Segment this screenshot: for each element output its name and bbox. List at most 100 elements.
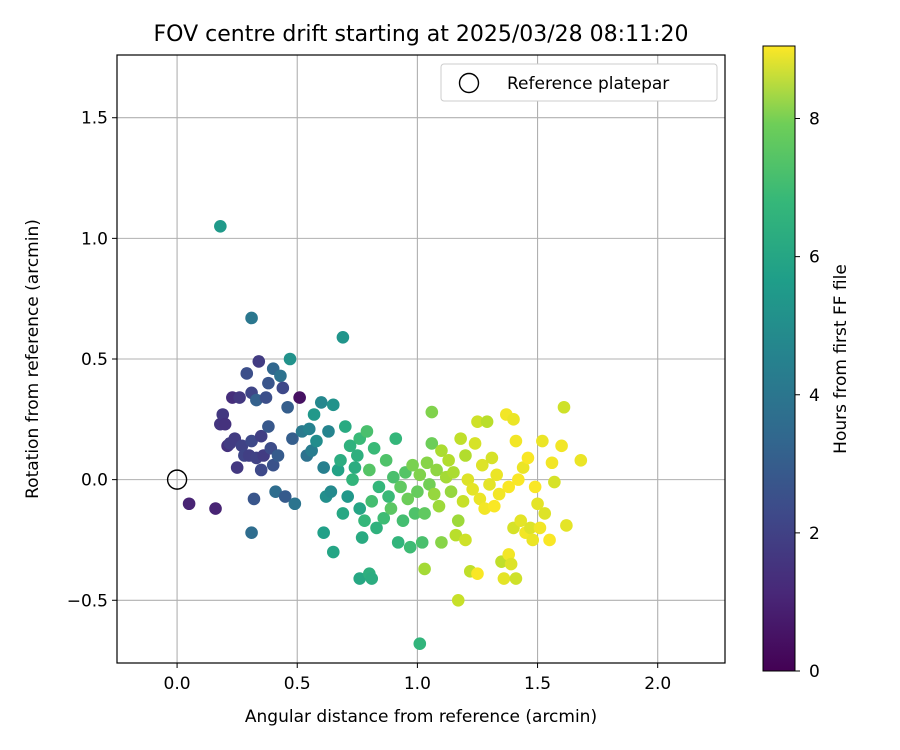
colorbar-tick-label: 6 [809, 248, 820, 268]
scatter-point [560, 519, 573, 532]
scatter-point [245, 311, 258, 325]
scatter-point [293, 391, 306, 404]
scatter-point [326, 545, 340, 559]
scatter-point [209, 502, 222, 515]
scatter-point [509, 572, 523, 585]
scatter-point [483, 478, 496, 491]
scatter-point [485, 451, 499, 465]
scatter-point [358, 514, 371, 527]
scatter-point [492, 487, 506, 501]
scatter-point [526, 533, 540, 547]
scatter-point [259, 391, 273, 404]
scatter-point [401, 492, 415, 506]
scatter-point [478, 502, 491, 515]
scatter-point [336, 330, 350, 344]
scatter-point [372, 480, 386, 494]
scatter-point [245, 526, 258, 540]
scatter-point [459, 533, 472, 547]
scatter-point [507, 413, 520, 426]
grid-lines [117, 55, 725, 663]
scatter-point [302, 422, 316, 436]
scatter-point [512, 473, 525, 486]
scatter-point [411, 485, 424, 498]
scatter-point [331, 463, 345, 477]
scatter-point [305, 444, 318, 457]
scatter-point [389, 432, 403, 445]
scatter-point [247, 492, 261, 506]
scatter-point [269, 485, 282, 498]
scatter-point [377, 511, 391, 525]
scatter-point [533, 521, 547, 535]
scatter-point [351, 449, 364, 462]
scatter-point [281, 400, 294, 414]
scatter-point [339, 420, 352, 433]
scatter-point [317, 461, 330, 474]
scatter-point [427, 487, 441, 501]
scatter-point [466, 482, 479, 496]
y-axis-ticks: −0.5 0.0 0.5 1.0 1.5 [67, 109, 117, 611]
scatter-point [451, 593, 465, 607]
scatter-point [360, 425, 374, 438]
y-tick-label: 1.5 [81, 109, 108, 129]
scatter-point [480, 415, 494, 429]
colorbar-tick-label: 0 [809, 662, 820, 682]
scatter-point [502, 548, 516, 561]
scatter-point [365, 495, 379, 508]
scatter-point [471, 567, 484, 581]
y-axis-label: Rotation from reference (arcmin) [23, 219, 43, 499]
scatter-point [403, 540, 417, 554]
scatter-point [435, 444, 448, 457]
scatter-point [531, 497, 544, 511]
scatter-point [538, 507, 552, 520]
x-tick-label: 1.5 [524, 674, 551, 694]
scatter-point [384, 502, 398, 515]
x-axis-ticks: 0.0 0.5 1.0 1.5 2.0 [164, 663, 671, 694]
scatter-point [475, 458, 489, 472]
scatter-point [490, 468, 503, 482]
scatter-point [348, 461, 362, 474]
scatter-point [391, 536, 405, 549]
scatter-point [468, 437, 482, 450]
scatter-point [413, 637, 427, 650]
y-tick-label: 0.0 [81, 471, 108, 491]
scatter-point [487, 499, 501, 513]
scatter-point [396, 514, 410, 527]
scatter-point [365, 572, 379, 585]
scatter-point [504, 557, 518, 571]
scatter-point [497, 572, 511, 585]
scatter-point [420, 456, 434, 470]
scatter-point [509, 434, 523, 448]
scatter-point [451, 514, 465, 527]
colorbar-tick-label: 2 [809, 524, 820, 544]
y-tick-label: 0.5 [81, 350, 108, 370]
scatter-point [254, 429, 268, 443]
scatter-point [521, 451, 535, 465]
scatter-point [449, 528, 463, 542]
scatter-point [514, 514, 528, 527]
chart-title: FOV centre drift starting at 2025/03/28 … [154, 22, 689, 47]
scatter-point [367, 441, 381, 455]
scatter-point [353, 502, 367, 515]
x-tick-label: 2.0 [644, 674, 671, 694]
x-tick-label: 1.0 [404, 674, 431, 694]
scatter-point [456, 495, 470, 508]
scatter-point [276, 381, 290, 395]
scatter-point [254, 463, 268, 477]
scatter-point [288, 497, 302, 511]
scatter-point [266, 458, 280, 472]
scatter-point [444, 485, 458, 498]
scatter-point [278, 490, 292, 503]
scatter-point [353, 572, 367, 585]
colorbar-label: Hours from first FF file [831, 264, 851, 454]
scatter-point [454, 432, 467, 445]
scatter-point [543, 533, 556, 547]
scatter-point [233, 391, 246, 404]
scatter-point [382, 490, 395, 503]
scatter-point [415, 536, 429, 549]
scatter-point [461, 473, 475, 486]
scatter-point [324, 485, 338, 498]
scatter-point [326, 398, 340, 412]
scatter-point [425, 437, 439, 450]
